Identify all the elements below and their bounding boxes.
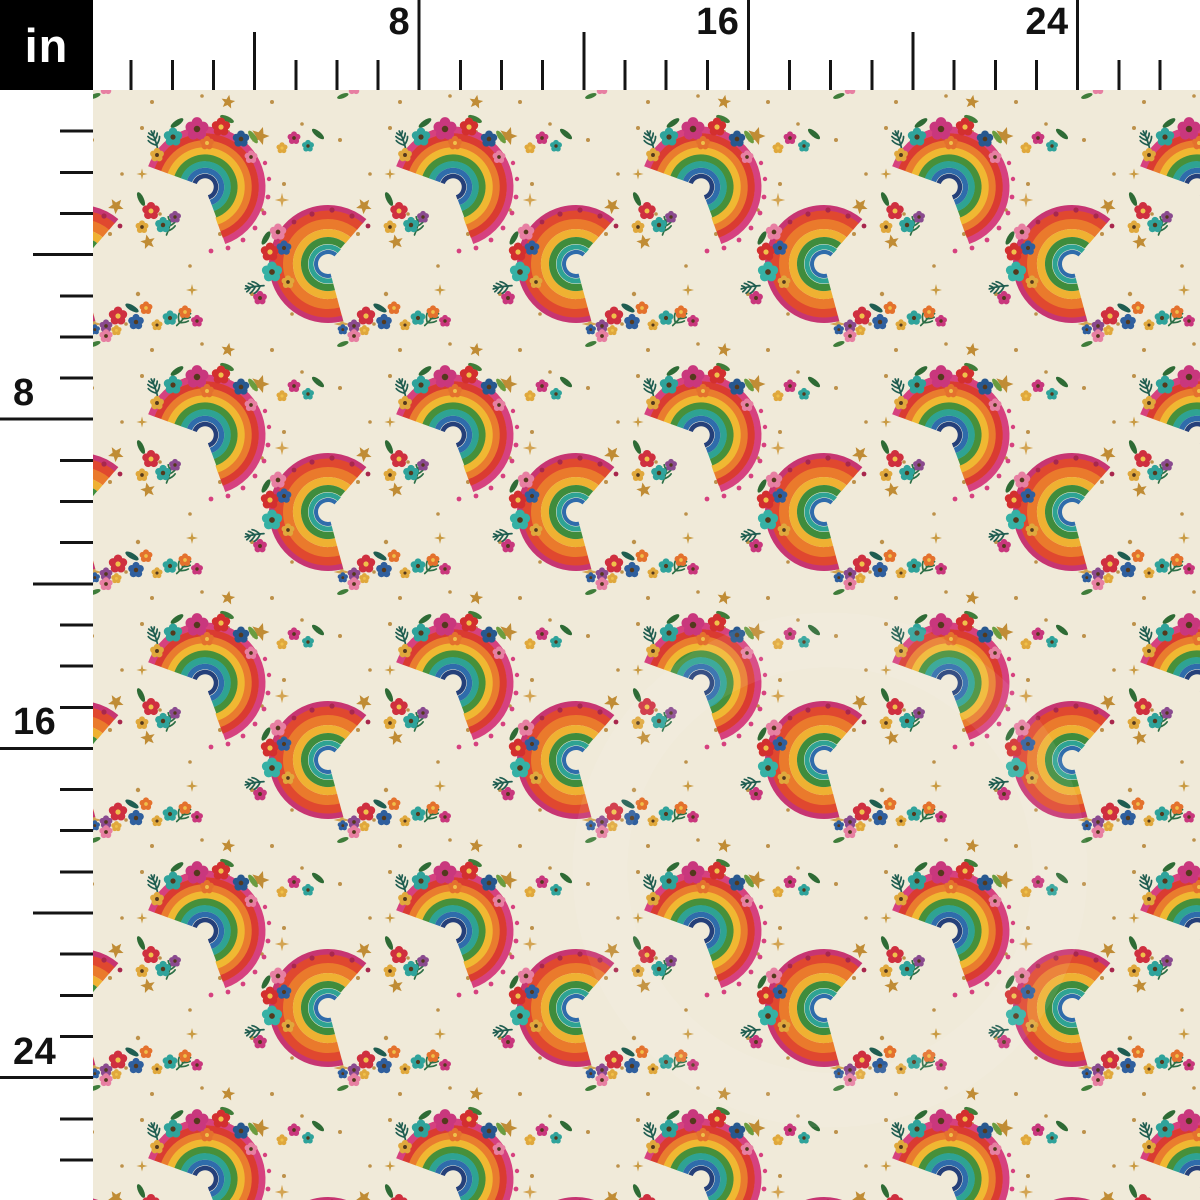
fabric-image — [93, 90, 1200, 1200]
unit-label: in — [25, 22, 69, 69]
ruler-top-label-8: 8 — [389, 3, 411, 41]
ruler-left — [0, 0, 93, 1200]
ruler-left-label-16: 16 — [13, 703, 56, 741]
ruler-top — [0, 0, 1200, 90]
ruler-left-label-24: 24 — [13, 1033, 56, 1071]
ruler-top-label-16: 16 — [696, 3, 739, 41]
ruler-left-label-8: 8 — [13, 374, 35, 412]
fabric-pattern — [93, 90, 1200, 1200]
fabric-swatch-page: in — [0, 0, 1200, 1200]
unit-box: in — [0, 0, 93, 90]
ruler-top-label-24: 24 — [1025, 3, 1068, 41]
